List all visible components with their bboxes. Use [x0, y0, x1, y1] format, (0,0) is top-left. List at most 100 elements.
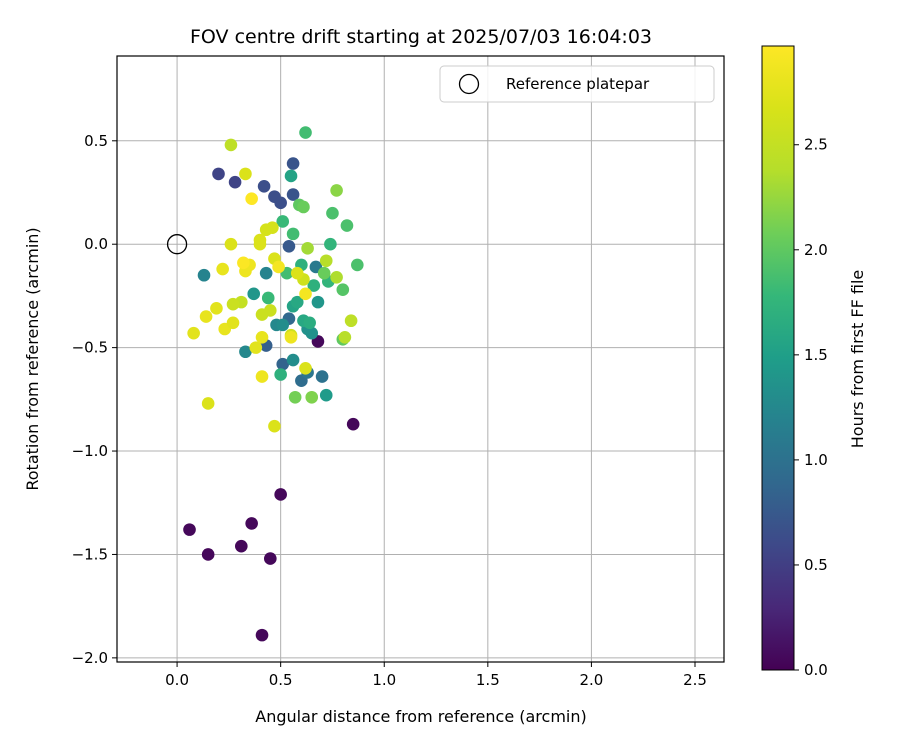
data-point [305, 326, 319, 340]
data-point [266, 221, 279, 234]
data-point [235, 539, 248, 553]
data-point [257, 180, 271, 193]
legend: Reference platepar [439, 65, 715, 103]
data-point [249, 341, 263, 354]
y-tick-label: −0.5 [72, 339, 108, 357]
legend-box [439, 65, 715, 103]
data-point [286, 353, 300, 367]
data-point [255, 628, 269, 642]
data-point [226, 316, 240, 330]
data-point [255, 330, 269, 344]
data-point [319, 388, 333, 402]
grid [117, 56, 724, 662]
colorbar: 0.0 0.5 1.0 1.5 2.0 2.5 Hours from first FF f… [761, 45, 867, 679]
data-point [351, 258, 364, 272]
y-tick-label: −1.5 [72, 545, 108, 563]
colorbar-tick-label: 1.0 [804, 451, 828, 469]
data-point [286, 188, 300, 201]
colorbar-tick-label: 1.5 [804, 346, 828, 364]
y-axis: 0.5 0.0 −0.5 −1.0 −1.5 −2.0 [72, 132, 117, 667]
x-tick-label: 2.5 [683, 671, 707, 689]
colorbar-tick-label: 0.5 [804, 556, 828, 574]
data-point [239, 167, 252, 181]
data-point [239, 345, 252, 359]
data-point [264, 304, 277, 317]
x-tick-label: 1.0 [372, 671, 396, 689]
data-point [259, 266, 273, 280]
data-point [326, 206, 339, 220]
colorbar-tick-label: 2.5 [804, 136, 828, 154]
data-point [338, 330, 352, 344]
colorbar-gradient [761, 45, 795, 671]
data-point [307, 279, 321, 292]
data-point [290, 266, 304, 280]
data-point [311, 295, 325, 309]
data-point [224, 237, 238, 251]
data-point [224, 138, 238, 152]
data-point [297, 200, 310, 214]
y-tick-label: 0.5 [84, 132, 108, 150]
data-point [340, 219, 354, 232]
colorbar-tick-label: 2.0 [804, 241, 828, 259]
chart-title: FOV centre drift starting at 2025/07/03 … [190, 26, 652, 48]
data-point [303, 316, 316, 330]
x-axis-title: Angular distance from reference (arcmin) [255, 707, 586, 726]
data-point [274, 196, 287, 210]
data-point [344, 314, 358, 328]
data-point [336, 283, 350, 297]
data-point [286, 157, 300, 170]
data-point [272, 260, 285, 274]
data-point [245, 192, 258, 206]
data-point [299, 126, 312, 139]
data-point [212, 167, 225, 181]
data-point [183, 523, 196, 536]
x-axis: 0.0 0.5 1.0 1.5 2.0 2.5 [165, 662, 707, 689]
plot-frame [116, 55, 725, 663]
data-point [264, 552, 277, 565]
y-axis-title: Rotation from reference (arcmin) [23, 227, 42, 490]
data-point [199, 310, 213, 323]
colorbar-title: Hours from first FF file [848, 270, 867, 449]
data-point [276, 357, 290, 371]
y-tick-label: −1.0 [72, 442, 108, 460]
data-point [255, 370, 269, 383]
y-tick-label: 0.0 [84, 235, 108, 253]
data-point [288, 390, 302, 404]
colorbar-tick-label: 0.0 [804, 661, 828, 679]
data-point [282, 239, 296, 253]
data-point [245, 517, 258, 530]
data-point [319, 254, 333, 268]
data-point [201, 548, 215, 561]
data-point [228, 175, 242, 189]
colorbar-ticks: 0.0 0.5 1.0 1.5 2.0 2.5 [794, 136, 828, 679]
data-point [210, 302, 223, 315]
data-point [305, 390, 319, 404]
data-point [216, 262, 229, 276]
data-point [276, 215, 290, 228]
reference-marker [166, 234, 188, 255]
data-point [315, 370, 329, 383]
data-point [299, 362, 312, 375]
data-point [274, 368, 287, 381]
data-point [197, 268, 211, 282]
data-point [284, 330, 298, 344]
data-point [317, 266, 331, 280]
legend-label: Reference platepar [506, 75, 650, 93]
data-point [268, 419, 281, 433]
x-tick-label: 0.5 [269, 671, 293, 689]
y-tick-label: −2.0 [72, 649, 108, 667]
data-point [226, 297, 240, 311]
data-point [330, 184, 343, 197]
reference-point [166, 234, 188, 255]
data-point [247, 287, 261, 301]
data-point [274, 488, 287, 501]
data-points [183, 126, 364, 642]
data-point [201, 397, 215, 410]
data-point [299, 287, 312, 301]
data-point [301, 242, 314, 255]
data-point [237, 256, 250, 270]
data-point [253, 237, 267, 251]
data-point [261, 291, 275, 305]
x-tick-label: 1.5 [476, 671, 500, 689]
data-point [346, 417, 360, 431]
